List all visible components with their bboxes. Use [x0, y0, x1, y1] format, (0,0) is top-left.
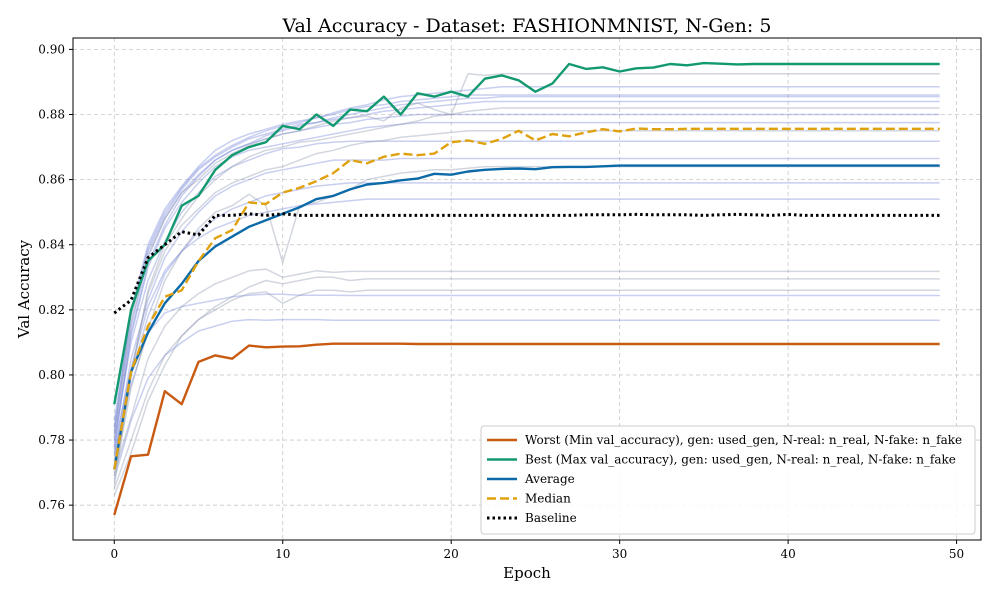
x-tick-label: 10	[275, 547, 290, 561]
background-run-line	[113, 100, 940, 428]
background-run-line	[113, 130, 940, 460]
background-run-line	[113, 113, 940, 434]
x-tick-label: 50	[949, 547, 964, 561]
legend-label-worst: Worst (Min val_accuracy), gen: used_gen,…	[525, 433, 962, 447]
legend-label-baseline: Baseline	[525, 511, 577, 525]
y-tick-label: 0.82	[38, 303, 65, 317]
background-run-line	[113, 182, 940, 467]
background-run-line	[113, 107, 940, 486]
legend-label-median: Median	[525, 492, 571, 506]
background-run-line	[113, 73, 940, 437]
chart-title: Val Accuracy - Dataset: FASHIONMNIST, N-…	[282, 15, 772, 37]
legend: Worst (Min val_accuracy), gen: used_gen,…	[480, 425, 976, 535]
background-run-line	[113, 276, 940, 496]
x-tick-label: 0	[110, 547, 118, 561]
y-tick-label: 0.86	[38, 173, 65, 187]
y-tick-label: 0.80	[38, 368, 65, 382]
y-tick-label: 0.90	[38, 42, 65, 56]
legend-label-best: Best (Max val_accuracy), gen: used_gen, …	[525, 453, 956, 467]
y-tick-label: 0.88	[38, 108, 65, 122]
median-series-line	[113, 127, 940, 470]
y-tick-label: 0.78	[38, 433, 65, 447]
average-series-line	[113, 164, 940, 470]
plot-frame	[72, 37, 982, 541]
y-axis-title: Val Accuracy	[15, 239, 33, 339]
best-series-line	[113, 61, 940, 405]
legend-box	[480, 425, 976, 535]
background-run-line	[113, 95, 940, 450]
x-axis: 0 10 20 30 40 50	[110, 540, 964, 561]
background-run-line	[113, 94, 940, 421]
x-tick-label: 20	[444, 547, 459, 561]
background-run-line	[113, 289, 940, 490]
background-run-line	[113, 140, 940, 441]
legend-label-average: Average	[524, 472, 575, 486]
background-run-line	[113, 268, 940, 473]
baseline-series-line	[113, 212, 940, 315]
plot-area	[113, 61, 940, 516]
x-axis-title: Epoch	[503, 564, 551, 582]
y-tick-label: 0.76	[38, 498, 65, 512]
y-axis: 0.76 0.78 0.80 0.82 0.84 0.86 0.88 0.90	[38, 42, 73, 512]
background-run-line	[113, 121, 940, 444]
worst-series-line	[113, 342, 940, 516]
background-run-line	[113, 157, 940, 457]
background-run-line	[113, 318, 940, 480]
y-tick-label: 0.84	[38, 238, 65, 252]
x-tick-label: 30	[612, 547, 627, 561]
x-tick-label: 40	[780, 547, 795, 561]
background-run-line	[113, 293, 940, 454]
